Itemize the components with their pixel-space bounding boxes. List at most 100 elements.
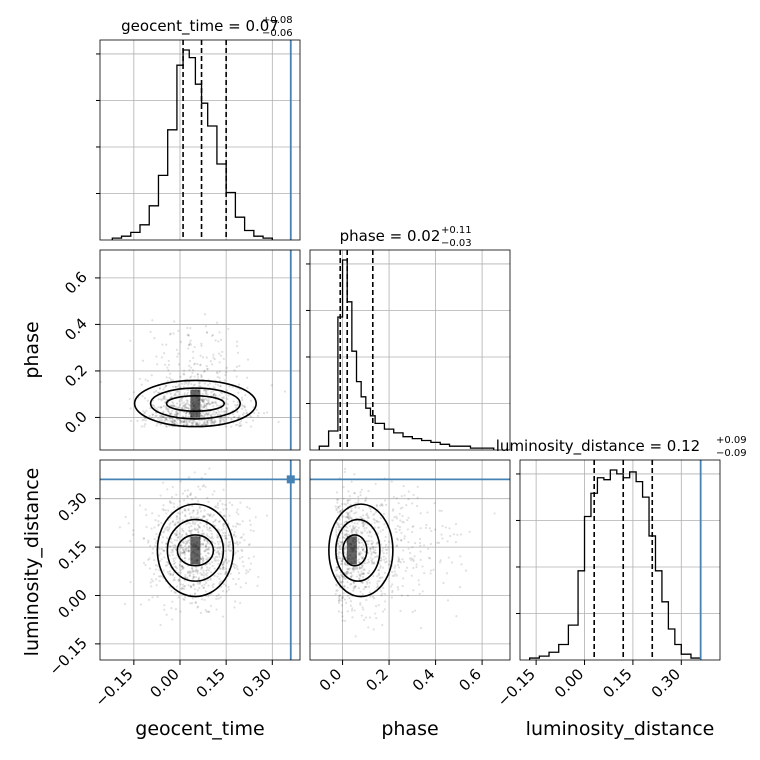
sample-point xyxy=(211,421,214,424)
sample-point xyxy=(218,520,221,523)
sample-point xyxy=(182,405,185,408)
sample-point xyxy=(229,572,232,575)
sample-point xyxy=(238,425,241,428)
sample-point xyxy=(182,369,186,372)
sample-point xyxy=(343,563,346,566)
sample-point xyxy=(240,407,244,410)
sample-point xyxy=(447,556,450,559)
sample-point xyxy=(230,418,234,421)
sample-point xyxy=(202,586,205,590)
sample-point xyxy=(361,549,364,552)
sample-point xyxy=(361,564,364,568)
sample-point xyxy=(171,550,174,553)
sample-point xyxy=(158,547,161,551)
sample-point xyxy=(163,604,166,607)
sample-point xyxy=(343,546,346,550)
sample-point xyxy=(385,552,388,555)
sample-point xyxy=(363,562,367,565)
sample-point xyxy=(214,339,217,342)
sample-point xyxy=(196,527,199,530)
xlabel-luminosity_distance: luminosity_distance xyxy=(526,718,715,740)
sample-point xyxy=(338,525,341,528)
sample-point xyxy=(222,583,225,586)
sample-point xyxy=(213,392,216,396)
sample-point xyxy=(211,537,215,540)
sample-point xyxy=(239,536,242,539)
sample-point xyxy=(215,411,218,414)
sample-point xyxy=(178,419,182,422)
sample-point xyxy=(410,558,413,562)
sample-point xyxy=(144,378,147,381)
sample-point xyxy=(421,590,424,593)
sample-point xyxy=(196,570,199,573)
sample-point xyxy=(184,406,187,409)
xlabel-phase: phase xyxy=(381,718,438,740)
sample-point xyxy=(206,413,210,416)
sample-point xyxy=(165,418,168,421)
sample-point xyxy=(335,507,338,510)
sample-point xyxy=(192,509,195,512)
sample-point xyxy=(201,573,204,576)
sample-point xyxy=(247,557,250,560)
sample-point xyxy=(234,525,238,528)
sample-point xyxy=(206,556,209,559)
sample-point xyxy=(207,552,210,555)
sample-point xyxy=(175,390,178,394)
sample-point xyxy=(340,611,343,614)
sample-point xyxy=(374,549,377,552)
sample-point xyxy=(215,371,218,374)
sample-point xyxy=(347,513,350,516)
sample-point xyxy=(157,523,161,526)
sample-point xyxy=(139,504,142,507)
sample-point xyxy=(369,547,372,550)
sample-point xyxy=(204,590,207,593)
sample-point xyxy=(231,503,234,507)
frame-2d xyxy=(99,249,301,451)
sample-point xyxy=(235,565,239,568)
sample-point xyxy=(338,546,341,549)
sample-point xyxy=(224,371,228,374)
sample-point xyxy=(165,425,168,428)
sample-point xyxy=(219,385,222,388)
sample-point xyxy=(229,549,233,552)
sample-point xyxy=(188,413,191,416)
sample-point xyxy=(150,416,154,419)
sample-point xyxy=(162,504,165,507)
sample-point xyxy=(359,531,362,534)
sample-point xyxy=(225,519,228,522)
sample-point xyxy=(350,509,353,512)
sample-point xyxy=(277,420,280,424)
sample-point xyxy=(192,384,195,387)
diag-panel-phase xyxy=(306,249,511,451)
sample-point xyxy=(205,423,208,426)
sample-point xyxy=(200,532,203,535)
sample-point xyxy=(340,543,343,546)
sample-point xyxy=(341,575,344,578)
sample-point xyxy=(242,533,245,536)
sample-point xyxy=(153,391,156,394)
sample-point xyxy=(257,411,260,415)
sample-point xyxy=(222,514,225,518)
sample-point xyxy=(198,526,201,529)
sample-point xyxy=(353,492,356,495)
sample-point xyxy=(183,596,187,599)
sample-point xyxy=(222,396,225,399)
sample-point xyxy=(352,581,356,584)
sample-point xyxy=(169,540,172,543)
sample-point xyxy=(350,528,353,531)
xtick-label-luminosity_distance-1: 0.00 xyxy=(551,665,587,701)
sample-point xyxy=(179,552,182,556)
sample-point xyxy=(183,598,186,601)
sample-point xyxy=(366,543,370,546)
sample-point xyxy=(180,399,184,403)
sample-point xyxy=(391,570,394,574)
sample-point xyxy=(173,523,176,526)
sample-point xyxy=(413,609,417,612)
sample-point xyxy=(211,564,214,568)
density-peak xyxy=(346,536,357,565)
sample-point xyxy=(335,573,338,576)
sample-point xyxy=(396,524,399,528)
sample-point xyxy=(132,391,135,394)
sample-point xyxy=(360,552,363,555)
sample-point xyxy=(190,383,193,386)
